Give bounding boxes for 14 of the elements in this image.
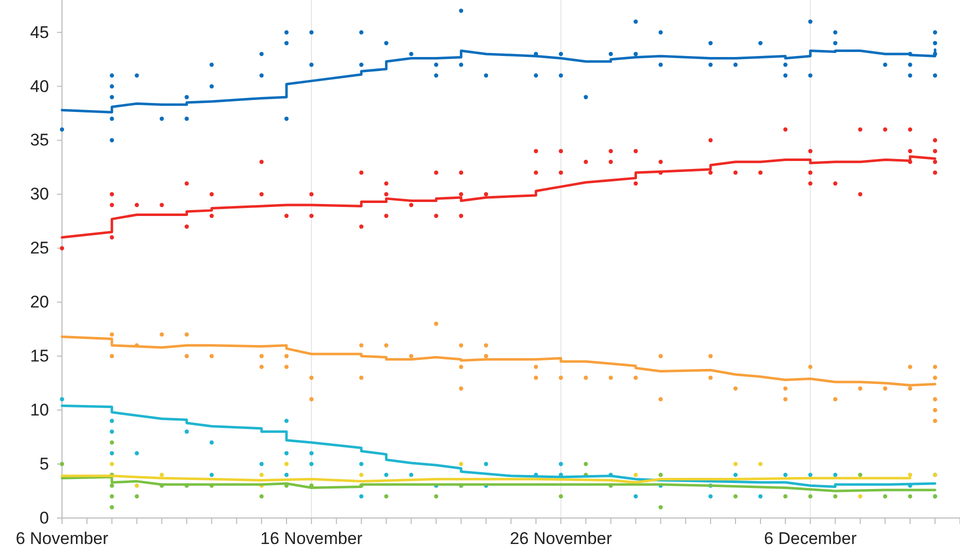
- y-tick-label: 35: [30, 130, 49, 150]
- y-tick-label: 0: [40, 508, 49, 528]
- y-tick-label: 25: [30, 238, 49, 258]
- x-tick-label: 16 November: [260, 529, 363, 548]
- y-tick-label: 45: [30, 22, 49, 42]
- y-tick-label: 40: [30, 76, 49, 96]
- y-tick-label: 20: [30, 292, 49, 312]
- y-tick-label: 30: [30, 184, 49, 204]
- y-tick-label: 10: [30, 400, 49, 420]
- x-tick-label: 26 November: [510, 529, 612, 548]
- x-tick-label: 6 December: [764, 529, 857, 548]
- x-tick-label: 6 November: [16, 529, 109, 548]
- y-tick-label: 15: [30, 346, 49, 366]
- y-tick-label: 5: [40, 454, 49, 474]
